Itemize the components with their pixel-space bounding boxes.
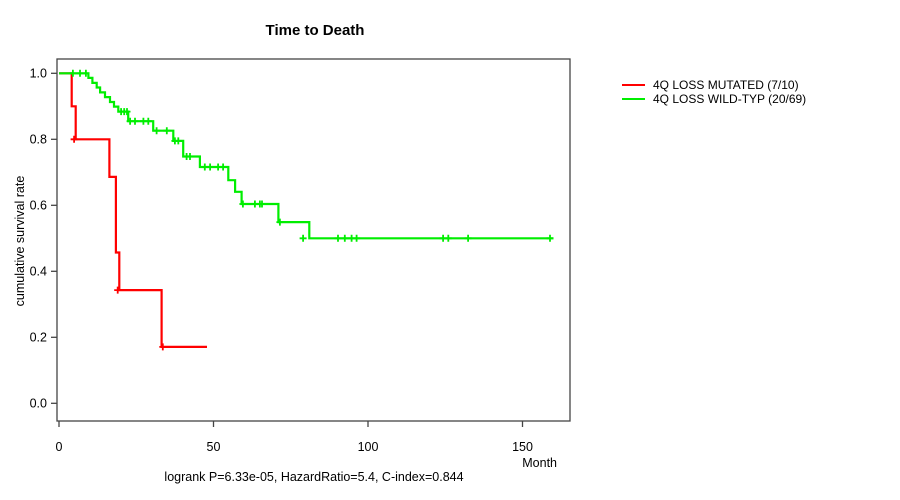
km-curve-0: [59, 72, 207, 348]
y-tick-label-1: 0.2: [30, 330, 47, 344]
legend: 4Q LOSS MUTATED (7/10) 4Q LOSS WILD-TYP …: [622, 78, 806, 106]
y-tick-label-3: 0.6: [30, 198, 47, 212]
stats-footer: logrank P=6.33e-05, HazardRatio=5.4, C-i…: [164, 470, 464, 484]
y-tick-label-4: 0.8: [30, 132, 47, 146]
chart-title: Time to Death: [265, 22, 365, 39]
y-tick-label-5: 1.0: [30, 66, 47, 80]
legend-line-sample-green: [622, 98, 645, 100]
legend-item-wildtyp: 4Q LOSS WILD-TYP (20/69): [622, 92, 806, 106]
legend-line-sample-red: [622, 84, 645, 86]
legend-item-mutated: 4Q LOSS MUTATED (7/10): [622, 78, 806, 92]
legend-label-wildtyp: 4Q LOSS WILD-TYP (20/69): [653, 92, 807, 106]
x-tick-label-0: 0: [56, 440, 63, 454]
x-tick-label-2: 100: [358, 440, 379, 454]
x-tick-label-1: 50: [207, 440, 221, 454]
censor-marks-0: [70, 135, 167, 351]
km-curve-1: [59, 72, 554, 240]
x-axis-title: Month: [522, 456, 557, 470]
y-tick-label-2: 0.4: [30, 264, 47, 278]
x-tick-label-3: 150: [512, 440, 533, 454]
censor-marks-1: [69, 69, 554, 242]
legend-label-mutated: 4Q LOSS MUTATED (7/10): [653, 78, 799, 92]
y-axis-title: cumulative survival rate: [13, 175, 27, 307]
y-tick-label-0: 0.0: [30, 396, 47, 410]
plot-box: [56, 58, 571, 422]
